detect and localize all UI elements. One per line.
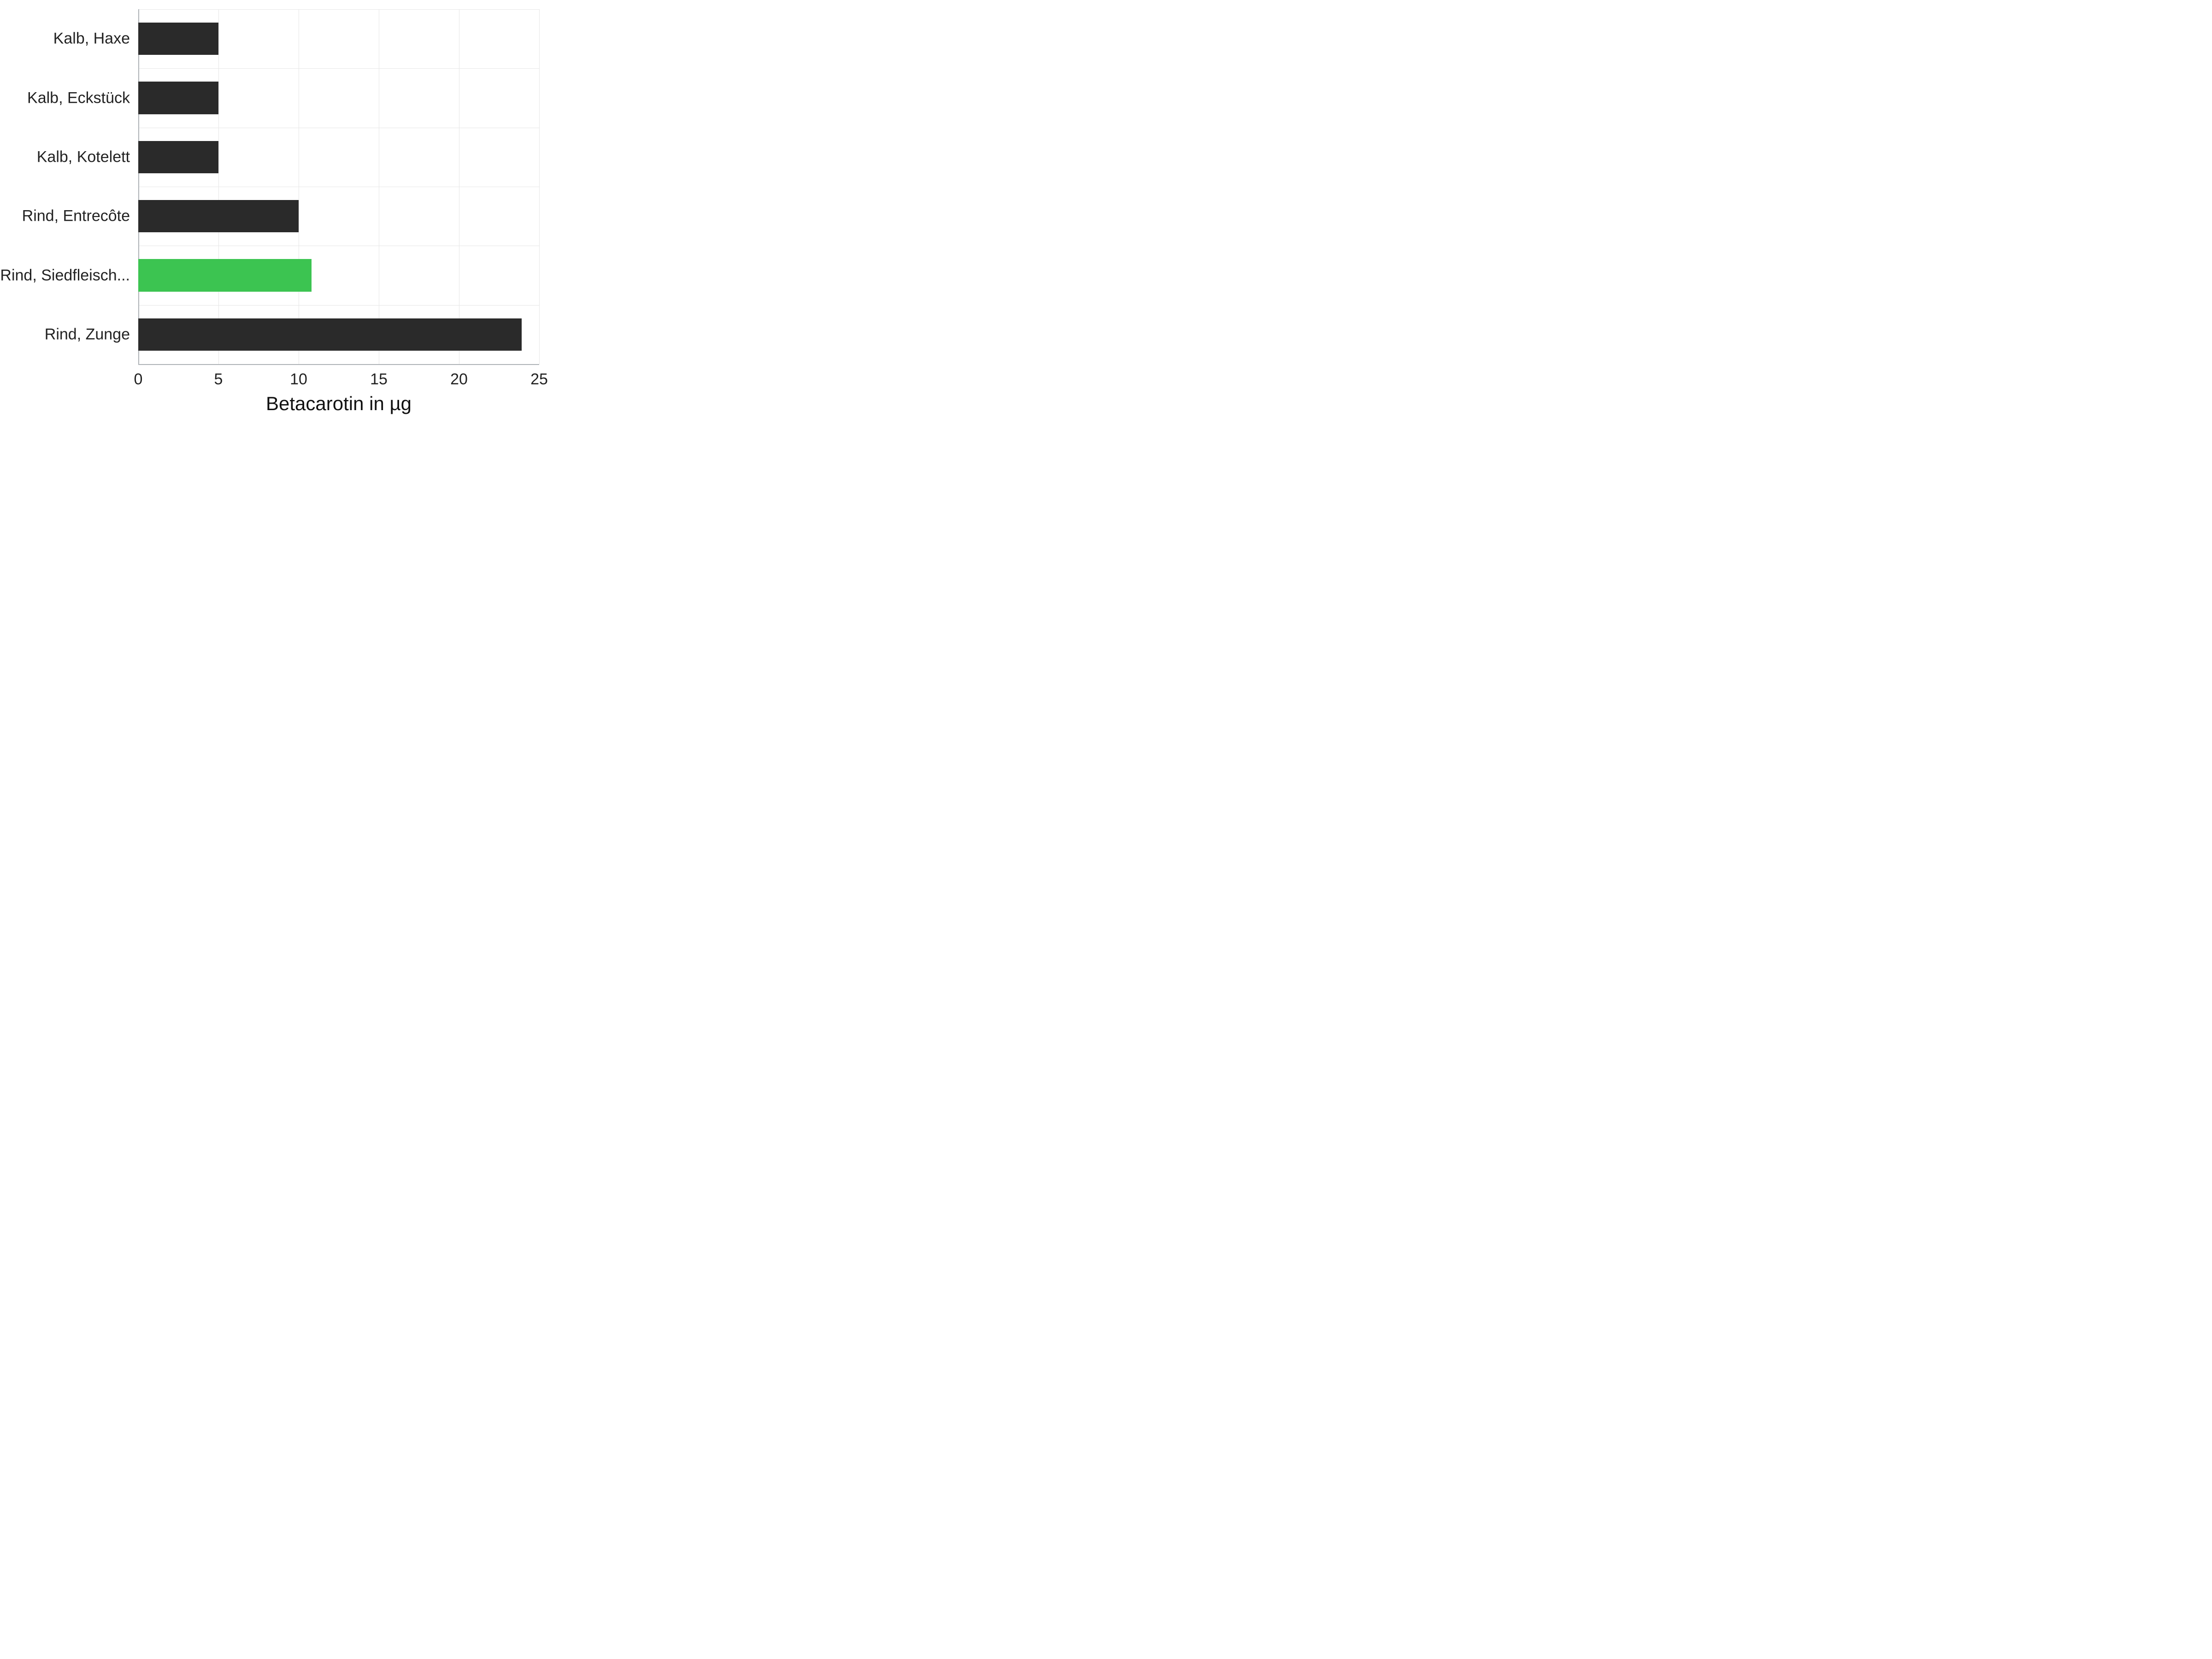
grid-line-horizontal bbox=[138, 68, 539, 69]
y-tick-label: Rind, Siedfleisch... bbox=[0, 266, 138, 284]
bar bbox=[138, 200, 299, 233]
bar bbox=[138, 141, 218, 174]
y-tick-label: Rind, Entrecôte bbox=[22, 207, 138, 225]
y-axis-line bbox=[138, 9, 139, 364]
x-axis-line bbox=[138, 364, 539, 365]
bar bbox=[138, 23, 218, 55]
y-tick-label: Kalb, Kotelett bbox=[37, 148, 138, 166]
x-tick-label: 5 bbox=[214, 364, 223, 388]
bar bbox=[138, 82, 218, 114]
grid-line-horizontal bbox=[138, 305, 539, 306]
x-tick-label: 15 bbox=[370, 364, 388, 388]
bar bbox=[138, 318, 522, 351]
grid-line-vertical bbox=[539, 9, 540, 364]
plot-area: Betacarotin in µg 0510152025Kalb, HaxeKa… bbox=[138, 9, 539, 364]
grid-line-horizontal bbox=[138, 9, 539, 10]
x-tick-label: 20 bbox=[450, 364, 468, 388]
x-tick-label: 0 bbox=[134, 364, 143, 388]
x-axis-title: Betacarotin in µg bbox=[266, 364, 412, 415]
y-tick-label: Kalb, Eckstück bbox=[27, 89, 138, 107]
y-tick-label: Kalb, Haxe bbox=[53, 30, 138, 48]
x-tick-label: 10 bbox=[290, 364, 307, 388]
chart-container: Betacarotin in µg 0 5 10 15 20 25 Kalb, Haxe Ka… bbox=[0, 0, 553, 415]
bar bbox=[138, 259, 312, 292]
y-tick-label: Rind, Zunge bbox=[45, 325, 138, 343]
x-tick-label: 25 bbox=[530, 364, 548, 388]
